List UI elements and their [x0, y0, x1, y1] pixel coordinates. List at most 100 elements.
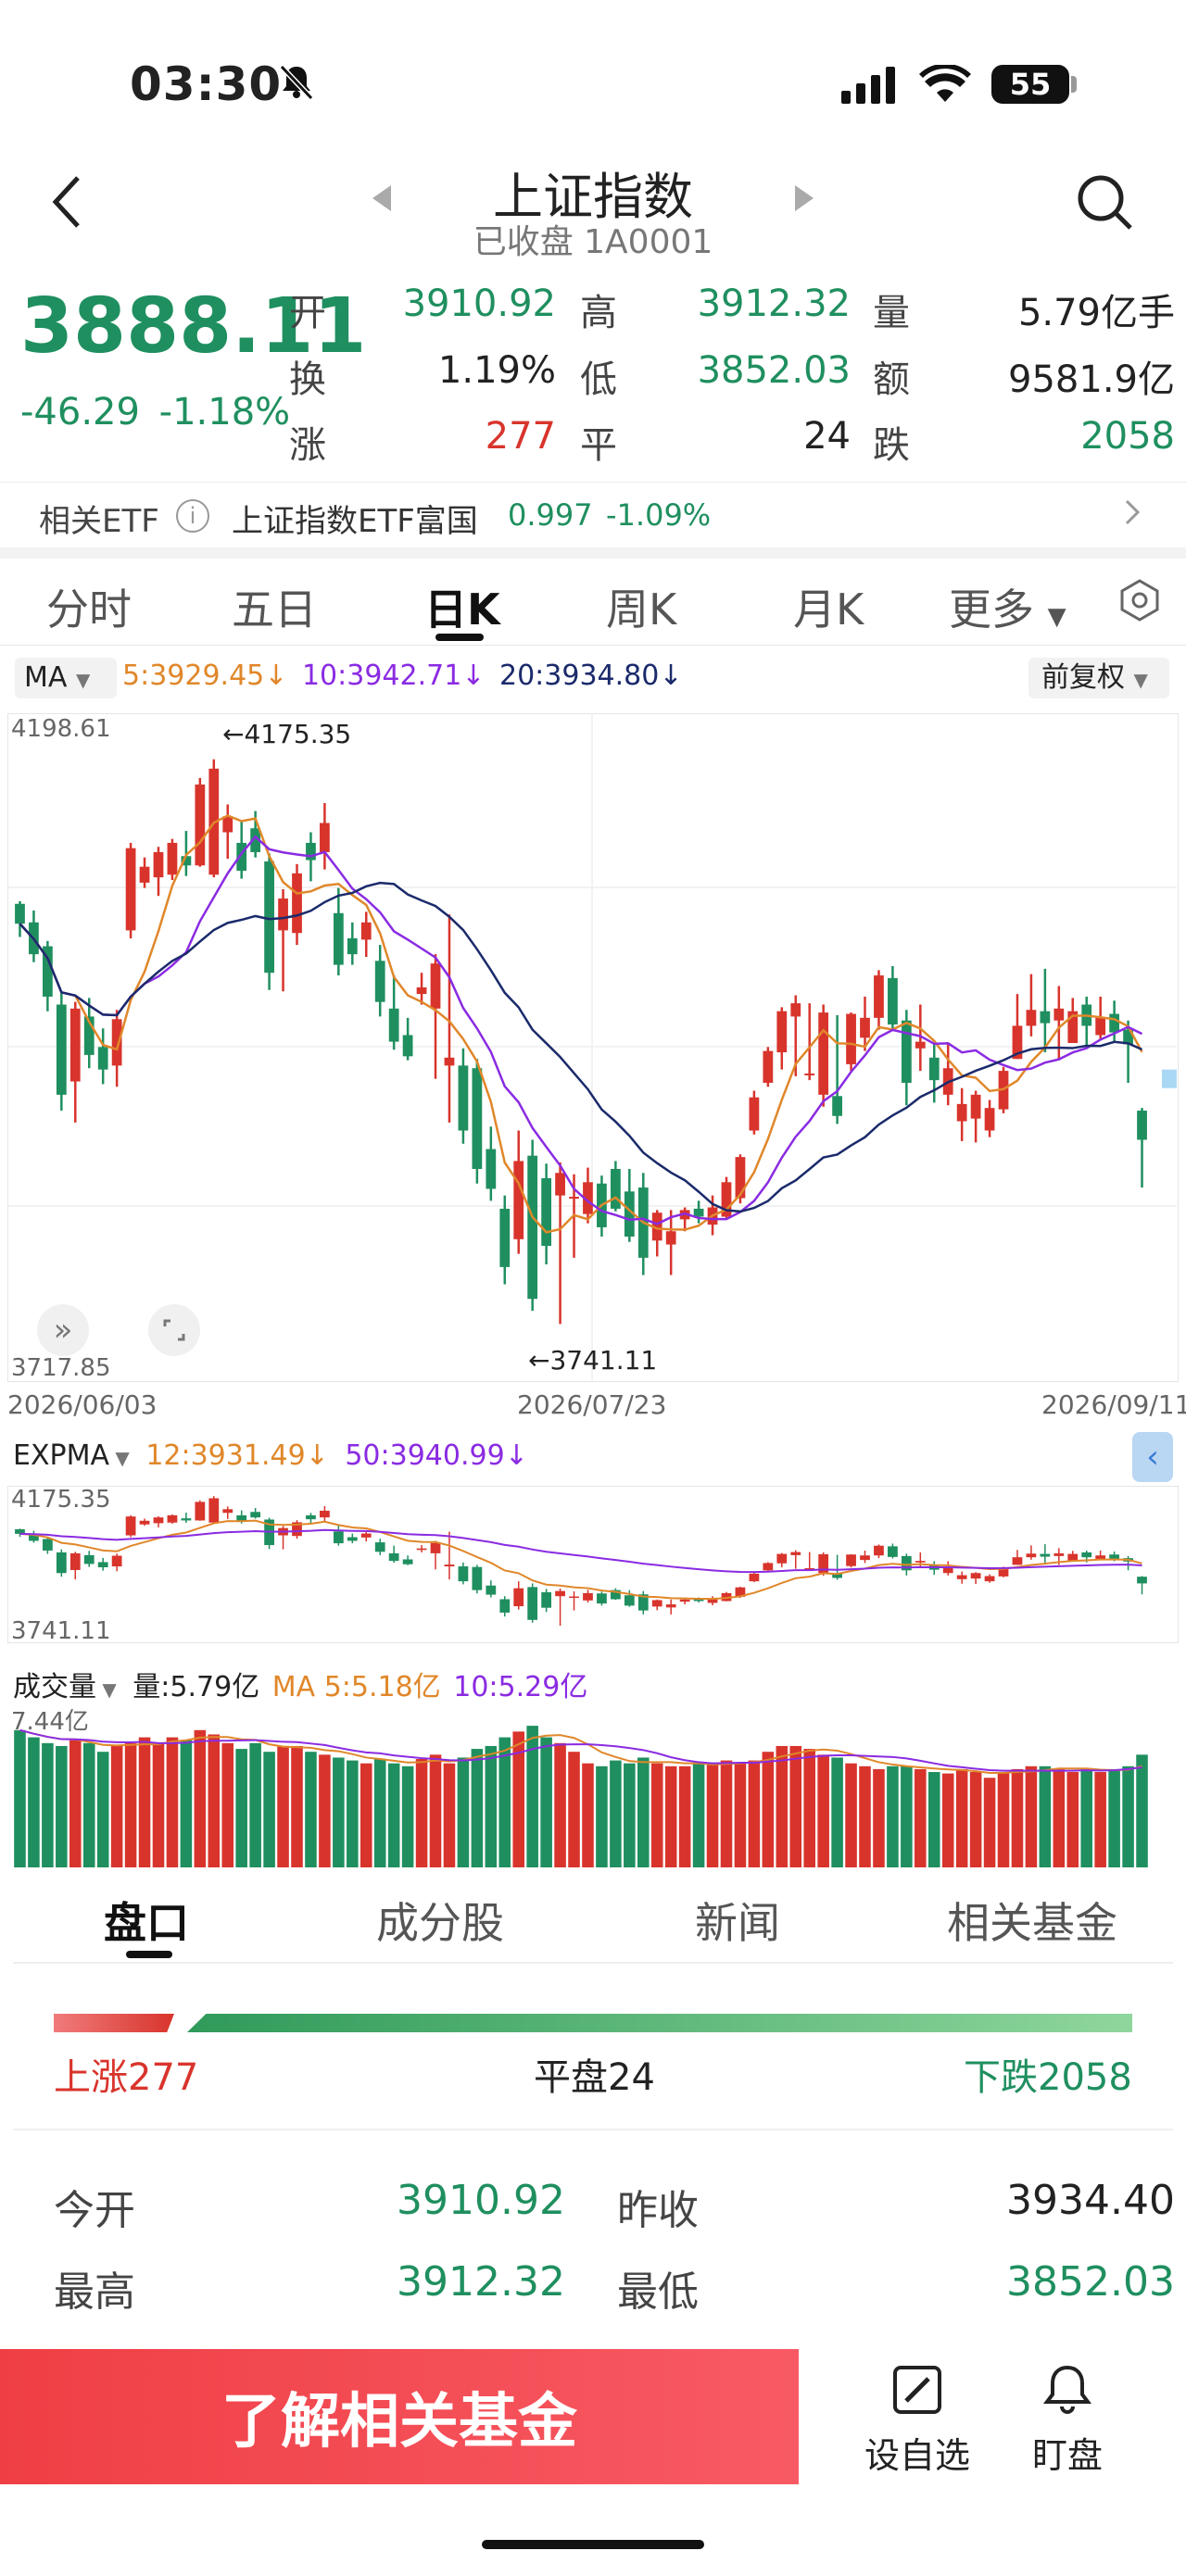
expma-body [735, 1587, 746, 1597]
tab-related-funds[interactable]: 相关基金 [947, 1898, 1117, 1948]
kline-chart [7, 713, 1177, 1380]
candle-body [583, 1182, 593, 1214]
expma-body [555, 1590, 565, 1597]
candle-body [15, 903, 25, 924]
candle-body [928, 1057, 940, 1081]
bottom-tab-indicator [126, 1951, 172, 1958]
quote-value: 3912.32 [697, 283, 851, 325]
candle-body [804, 1073, 815, 1075]
candle-body [360, 922, 372, 940]
next-index-icon[interactable] [793, 183, 815, 217]
quote-label: 平 [580, 424, 617, 467]
quote-label: 低 [580, 358, 617, 401]
chevron-right-icon[interactable] [1123, 497, 1142, 531]
expma-body [956, 1575, 967, 1579]
learn-funds-button[interactable]: 了解相关基金 [0, 2349, 799, 2484]
tab-intraday[interactable]: 分时 [46, 584, 132, 635]
ma20-value: 20:3934.80 [498, 660, 660, 692]
expma-body [1137, 1577, 1147, 1584]
battery-icon: 55 [991, 65, 1069, 104]
candle-body [42, 946, 53, 997]
quote-label: 量 [873, 292, 910, 334]
candle-body [1137, 1111, 1147, 1140]
candle-body [250, 828, 261, 852]
watch-label: 盯盘 [1031, 2435, 1103, 2476]
stat-open-label: 今开 [54, 2187, 135, 2234]
adjust-selector[interactable]: 前复权 ▼ [1028, 658, 1169, 698]
expma-body [541, 1591, 552, 1608]
expma-body [790, 1552, 801, 1555]
tab-weekly-k[interactable]: 周K [606, 584, 677, 635]
ma-legend: 5:3929.45↓ 10:3942.71↓ 20:3934.80↓ [122, 660, 682, 692]
tab-order-book[interactable]: 盘口 [104, 1898, 189, 1948]
expma-body [388, 1552, 399, 1562]
tab-more[interactable]: 更多 ▼ [949, 576, 1066, 637]
expma-body [222, 1509, 233, 1514]
caret-down-icon: ▼ [109, 1447, 130, 1469]
collapse-indicator-button[interactable]: ‹ [1132, 1432, 1173, 1482]
search-icon[interactable] [1075, 172, 1134, 235]
expma-body [499, 1599, 511, 1613]
expma-body [888, 1546, 898, 1557]
ma5-line [19, 814, 1143, 1234]
wifi-icon [919, 63, 971, 107]
expand-left-button[interactable]: » [37, 1304, 89, 1356]
expma-body [1040, 1553, 1051, 1557]
candle-body [651, 1213, 662, 1241]
fullscreen-button[interactable] [148, 1304, 200, 1356]
quote-value: 3852.03 [697, 349, 851, 392]
volume-bar [734, 1763, 747, 1867]
volume-bar [969, 1772, 982, 1867]
expma-label[interactable]: EXPMA [13, 1439, 110, 1472]
tab-monthly-k[interactable]: 月K [793, 584, 864, 635]
candle-body [735, 1157, 746, 1199]
volume-bar [401, 1766, 414, 1867]
stat-prevclose-value: 3934.40 [1006, 2177, 1175, 2224]
info-icon[interactable]: i [176, 499, 209, 533]
expma-body [444, 1564, 455, 1567]
change-percent: -1.18% [158, 391, 291, 434]
expma-body [374, 1542, 385, 1552]
settings-hexagon-icon[interactable] [1117, 578, 1162, 626]
volume-bar [997, 1772, 1010, 1867]
expma-body [569, 1596, 579, 1599]
breadth-divider [13, 2129, 1173, 2130]
candle-body [278, 898, 288, 931]
tab-daily-k[interactable]: 日K [424, 584, 500, 635]
watch-button[interactable]: 盯盘 [1003, 2362, 1132, 2478]
ma-selector[interactable]: MA ▼ [15, 658, 117, 698]
expma-body [250, 1512, 261, 1518]
expma-body [984, 1576, 995, 1582]
volume-bar [1053, 1768, 1066, 1867]
volume-legend: 成交量 ▼ 量:5.79亿 MA 5:5.18亿 10:5.29亿 [13, 1664, 587, 1704]
breadth-down-bar [187, 2014, 1132, 2032]
volume-bar [637, 1757, 650, 1867]
candle-body [167, 842, 178, 875]
candle-body [320, 823, 330, 852]
silent-bell-icon [276, 61, 317, 106]
tab-news[interactable]: 新闻 [695, 1898, 780, 1948]
volume-bar [263, 1752, 275, 1867]
tab-five-day[interactable]: 五日 [232, 584, 317, 635]
candle-body [499, 1208, 511, 1267]
expma-body [679, 1599, 690, 1602]
prev-index-icon[interactable] [371, 183, 393, 217]
tab-constituents[interactable]: 成分股 [376, 1898, 504, 1948]
volume-label[interactable]: 成交量 [13, 1671, 96, 1703]
back-arrow-icon[interactable] [48, 172, 85, 235]
candle-body [236, 842, 247, 871]
volume-bar [110, 1745, 123, 1867]
volume-bar [983, 1778, 996, 1867]
expma-legend: EXPMA ▼ 12:3931.49↓ 50:3940.99↓ [13, 1439, 528, 1472]
kline-chart-frame[interactable] [7, 713, 1179, 1382]
breadth-up-label: 上涨277 [54, 2056, 199, 2099]
add-watchlist-button[interactable]: 设自选 [852, 2362, 982, 2478]
volume-bar [955, 1768, 968, 1867]
related-etf-bar[interactable]: 相关ETF i 上证指数ETF富国 0.997 -1.09% [0, 482, 1186, 559]
candle-body [416, 986, 427, 995]
volume-bar [582, 1763, 594, 1867]
expma-body [139, 1520, 150, 1525]
candle-body [56, 1004, 67, 1095]
adjust-label: 前复权 [1041, 661, 1125, 694]
expma-body [707, 1599, 718, 1603]
